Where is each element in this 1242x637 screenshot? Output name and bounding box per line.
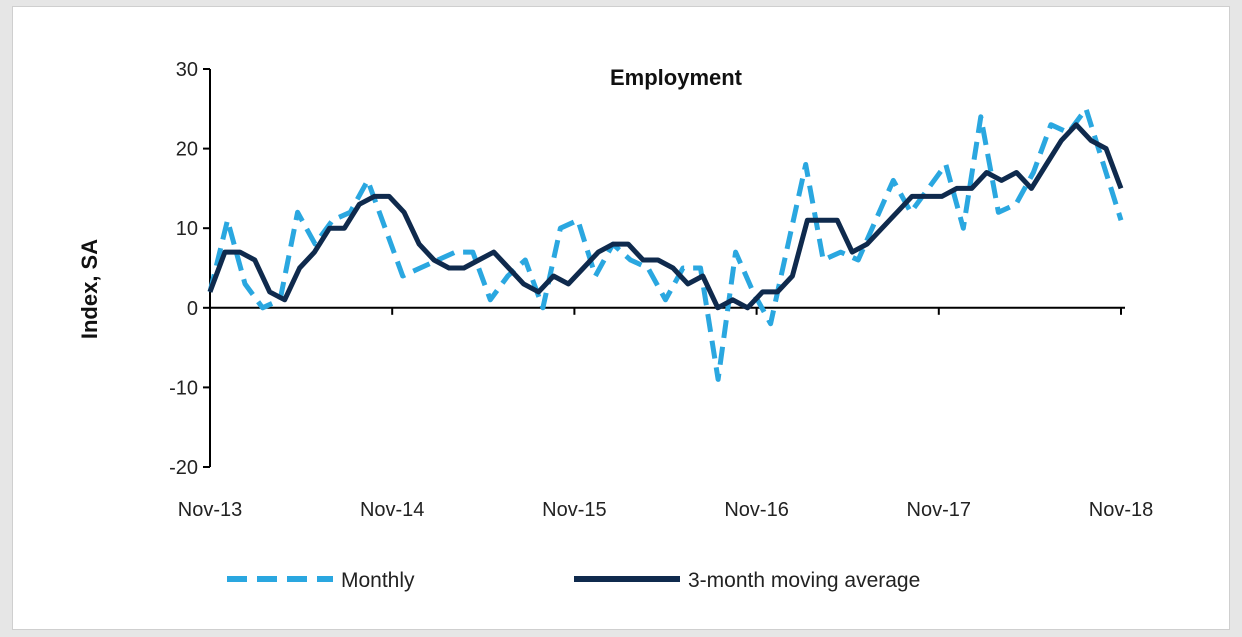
series-monthly-line — [207, 106, 1124, 382]
x-tick-label: Nov-16 — [724, 499, 788, 521]
axes-group: -20 -10 0 10 20 30 Nov-13 Nov-14 Nov-15 Nov-16 Nov… — [169, 59, 1153, 521]
employment-chart: Employment Index, SA -20 -10 0 10 20 30 Nov-13… — [77, 59, 1153, 592]
y-tick-label: 30 — [176, 59, 198, 81]
legend-monthly-label: Monthly — [341, 569, 415, 592]
y-tick-label: 20 — [176, 139, 198, 161]
y-axis-title: Index, SA — [77, 239, 102, 339]
y-tick-label: 0 — [187, 298, 198, 320]
x-tick-label: Nov-15 — [542, 499, 606, 521]
series-moving-average-line — [207, 122, 1124, 311]
y-tick-label: -10 — [169, 377, 198, 399]
y-tick-label: 10 — [176, 218, 198, 240]
legend-moving-average-label: 3-month moving average — [688, 569, 920, 592]
chart-title: Employment — [610, 65, 743, 90]
y-tick-label: -20 — [169, 457, 198, 479]
x-tick-label: Nov-17 — [907, 499, 971, 521]
chart-frame: Employment Index, SA -20 -10 0 10 20 30 Nov-13… — [12, 6, 1230, 630]
x-tick-label: Nov-13 — [178, 499, 242, 521]
legend: Monthly 3-month moving average — [227, 569, 920, 592]
x-tick-label: Nov-18 — [1089, 499, 1153, 521]
series-group — [207, 106, 1124, 382]
x-tick-label: Nov-14 — [360, 499, 424, 521]
